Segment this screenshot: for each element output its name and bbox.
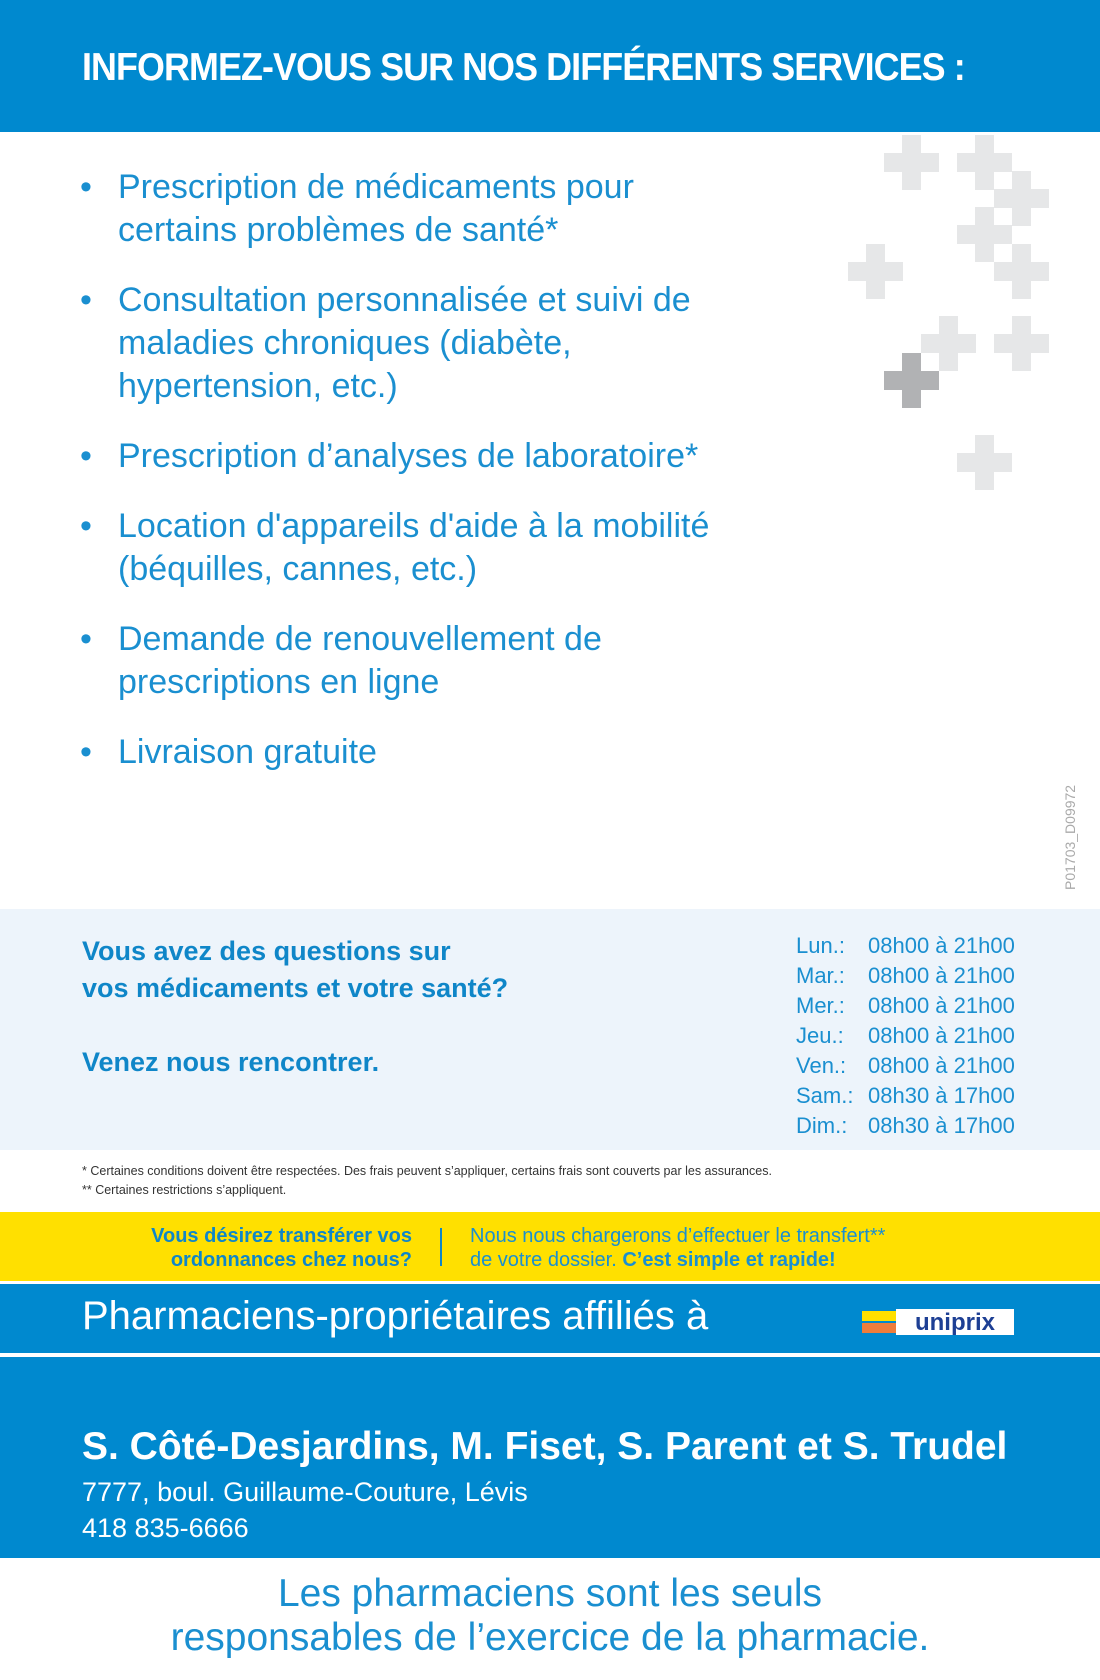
info-section: Vous avez des questions sur vos médicame… [0, 909, 1100, 1150]
affiliation-bar: Pharmaciens-propriétaires affiliés à uni… [0, 1284, 1100, 1353]
plus-icon [957, 207, 1012, 262]
time-range: 08h00 à 21h00 [868, 1023, 1015, 1048]
transfer-answer: Nous nous chargerons d’effectuer le tran… [470, 1224, 885, 1272]
list-item: Demande de renouvellement de prescriptio… [80, 618, 700, 704]
plus-icon [957, 135, 1012, 190]
transfer-slogan: C’est simple et rapide! [622, 1249, 836, 1271]
owners-section: S. Côté-Desjardins, M. Fiset, S. Parent … [0, 1357, 1100, 1558]
header-banner: INFORMEZ-VOUS SUR NOS DIFFÉRENTS SERVICE… [0, 0, 1100, 132]
services-list: Prescription de médicaments pour certain… [80, 166, 840, 801]
hours-row: Ven.: 08h00 à 21h00 [796, 1051, 1015, 1081]
list-item: Livraison gratuite [80, 731, 840, 774]
plus-icon [848, 244, 903, 299]
hours-row: Sam.: 08h30 à 17h00 [796, 1081, 1015, 1111]
footnote: * Certaines conditions doivent être resp… [82, 1164, 772, 1178]
transfer-answer-line: de votre dossier. [470, 1249, 623, 1271]
time-range: 08h00 à 21h00 [868, 1053, 1015, 1078]
list-item: Location d'appareils d'aide à la mobilit… [80, 505, 840, 591]
transfer-banner: Vous désirez transférer vos ordonnances … [0, 1212, 1100, 1281]
opening-hours: Lun.: 08h00 à 21h00 Mar.: 08h00 à 21h00 Mer.… [796, 931, 1015, 1141]
affiliation-text: Pharmaciens-propriétaires affiliés à [82, 1294, 709, 1338]
list-item: Consultation personnalisée et suivi de m… [80, 279, 760, 408]
time-range: 08h00 à 21h00 [868, 933, 1015, 958]
day-label: Mar.: [796, 963, 845, 988]
divider [440, 1228, 442, 1266]
day-label: Sam.: [796, 1083, 854, 1108]
transfer-answer-line: Nous nous chargerons d’effectuer le tran… [470, 1225, 886, 1247]
day-label: Dim.: [796, 1113, 848, 1138]
footnotes: * Certaines conditions doivent être resp… [82, 1162, 772, 1200]
owner-names: S. Côté-Desjardins, M. Fiset, S. Parent … [82, 1425, 1008, 1468]
plus-icon [994, 171, 1049, 226]
plus-icon [921, 316, 976, 371]
invite-text: Venez nous rencontrer. [82, 1047, 380, 1077]
document-code: P01703_D09972 [1062, 784, 1078, 890]
hours-row: Lun.: 08h00 à 21h00 [796, 931, 1015, 961]
transfer-question-line: Vous désirez transférer vos [151, 1225, 412, 1247]
hours-row: Mer.: 08h00 à 21h00 [796, 991, 1015, 1021]
day-label: Lun.: [796, 933, 845, 958]
plus-icon [884, 135, 939, 190]
time-range: 08h00 à 21h00 [868, 963, 1015, 988]
footer-line: Les pharmaciens sont les seuls [277, 1572, 823, 1615]
list-item: Prescription d’analyses de laboratoire* [80, 435, 840, 478]
hours-row: Jeu.: 08h00 à 21h00 [796, 1021, 1015, 1051]
hours-row: Mar.: 08h00 à 21h00 [796, 961, 1015, 991]
day-label: Mer.: [796, 993, 845, 1018]
time-range: 08h00 à 21h00 [868, 993, 1015, 1018]
day-label: Jeu.: [796, 1023, 844, 1048]
questions-heading: Vous avez des questions sur vos médicame… [82, 933, 508, 1007]
page-title: INFORMEZ-VOUS SUR NOS DIFFÉRENTS SERVICE… [82, 46, 966, 89]
question-line: Vous avez des questions sur [82, 936, 451, 966]
footer-statement: Les pharmaciens sont les seuls responsab… [0, 1572, 1100, 1660]
plus-icon [994, 244, 1049, 299]
plus-icon [957, 435, 1012, 490]
svg-text:uniprix: uniprix [915, 1309, 996, 1335]
address: 7777, boul. Guillaume-Couture, Lévis [82, 1477, 528, 1507]
hours-row: Dim.: 08h30 à 17h00 [796, 1111, 1015, 1141]
day-label: Ven.: [796, 1053, 847, 1078]
question-line: vos médicaments et votre santé? [82, 973, 509, 1003]
phone-number[interactable]: 418 835-6666 [82, 1513, 249, 1543]
transfer-question: Vous désirez transférer vos ordonnances … [151, 1224, 412, 1272]
time-range: 08h30 à 17h00 [868, 1113, 1015, 1138]
transfer-question-line: ordonnances chez nous? [170, 1249, 412, 1271]
plus-icon [994, 316, 1049, 371]
plus-icon [884, 353, 939, 408]
uniprix-logo: uniprix [862, 1309, 1014, 1335]
list-item: Prescription de médicaments pour certain… [80, 166, 720, 252]
footnote: ** Certaines restrictions s’appliquent. [82, 1183, 287, 1197]
footer-line: responsables de l’exercice de la pharmac… [170, 1616, 930, 1659]
time-range: 08h30 à 17h00 [868, 1083, 1015, 1108]
